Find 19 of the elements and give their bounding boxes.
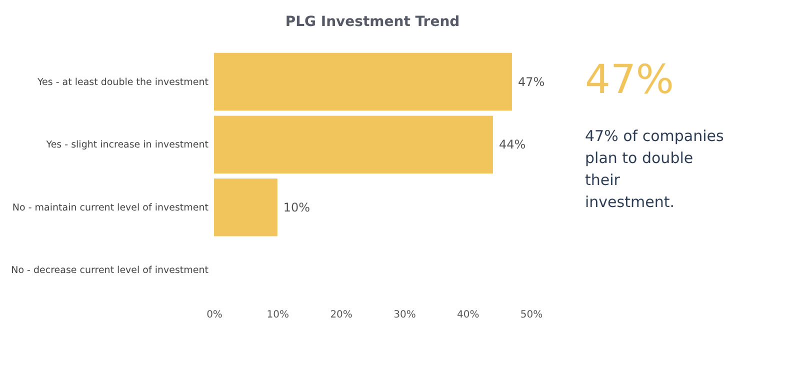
x-tick-label: 40% <box>456 310 480 320</box>
chart-title: PLG Investment Trend <box>285 14 460 30</box>
x-tick-label: 20% <box>330 310 352 320</box>
y-tick-label: No - decrease current level of investment <box>11 265 209 276</box>
y-tick-label: Yes - slight increase in investment <box>45 140 209 151</box>
x-tick-label: 30% <box>394 310 416 320</box>
bar <box>214 52 512 111</box>
x-tick-label: 10% <box>266 310 290 320</box>
bar <box>214 116 493 174</box>
y-tick-label: Yes - at least double the investment <box>36 76 209 88</box>
x-tick-label: 50% <box>520 310 543 320</box>
x-tick-label: 0% <box>206 310 222 320</box>
y-tick-label: No - maintain current level of investment <box>12 202 209 214</box>
text: 47% of companies plan to double their investment. <box>585 127 724 211</box>
data-label: 10% <box>283 200 310 214</box>
data-label: 47% <box>518 74 545 89</box>
bar <box>214 178 278 236</box>
text: 47% <box>585 57 674 103</box>
data-label: 44% <box>498 138 526 152</box>
